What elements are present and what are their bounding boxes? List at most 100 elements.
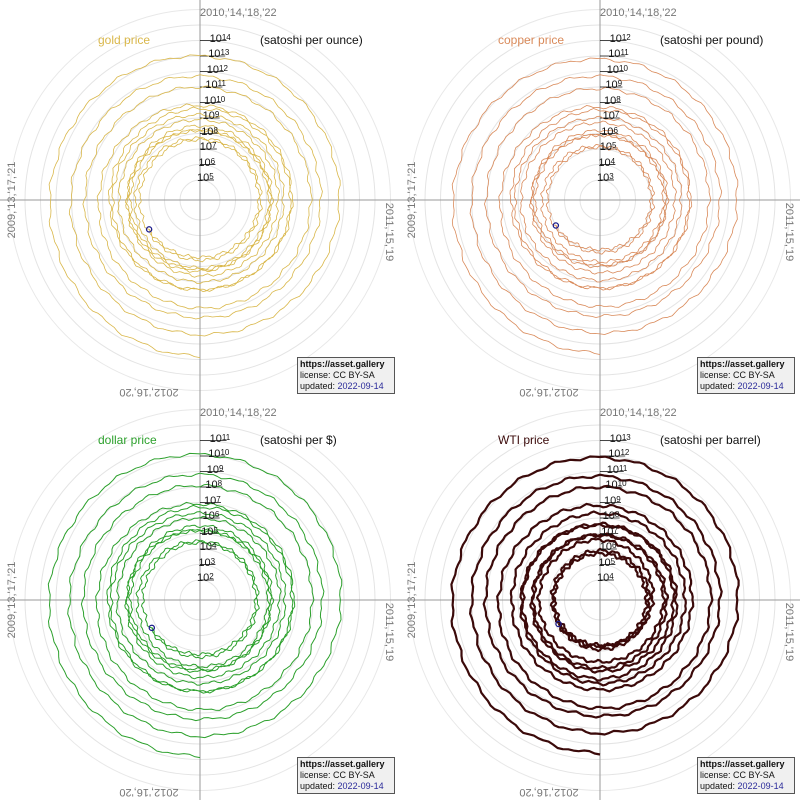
axis-label-right: 2011,'15,'19: [383, 602, 395, 662]
series-line: [450, 455, 740, 756]
ring-tick-label: 108: [205, 479, 223, 491]
ring-tick-label: 1010: [605, 479, 627, 491]
unit-label: (satoshi per $): [260, 433, 337, 447]
chart-panel-copper: 103 104 105 106 107 108 109 1010 1011 1012 copper …: [400, 0, 800, 400]
ring-tick-label: 1011: [608, 48, 629, 60]
ring-tick-label: 107: [204, 494, 221, 507]
chart-title: gold price: [98, 33, 151, 47]
polar-plot: [0, 0, 400, 400]
chart-title: copper price: [498, 33, 565, 47]
ring-tick-label: 105: [599, 141, 617, 153]
updated-text: updated: 2022-09-14: [300, 381, 384, 391]
unit-label: (satoshi per pound): [660, 33, 764, 47]
current-value-marker: [145, 226, 153, 233]
ring-tick-label: 109: [604, 494, 621, 507]
axis-label-top: 2010,'14,'18,'22: [200, 7, 277, 19]
axis-label-left: 2009,'13,'17,'21: [6, 561, 18, 639]
license-text: license: CC BY-SA: [700, 770, 775, 780]
ring-tick-label: 105: [201, 525, 218, 538]
ring-tick-label: 1012: [609, 32, 631, 45]
license-text: license: CC BY-SA: [300, 770, 375, 780]
license-box: https://asset.gallery license: CC BY-SA up…: [697, 357, 795, 394]
series-line: [47, 452, 343, 759]
ring-tick-label: 1012: [608, 448, 630, 460]
updated-date: 2022-09-14: [337, 781, 384, 791]
ring-tick-label: 1013: [208, 48, 230, 60]
current-value-marker: [552, 222, 560, 229]
ring-tick-label: 107: [601, 525, 618, 538]
ring-tick-label: 109: [206, 463, 224, 476]
updated-date: 2022-09-14: [737, 781, 784, 791]
updated-text: updated: 2022-09-14: [700, 781, 784, 791]
current-value-marker: [148, 624, 156, 632]
ring-tick-label: 103: [198, 556, 216, 569]
unit-label: (satoshi per ounce): [260, 33, 363, 47]
chart-title: WTI price: [498, 433, 550, 447]
axis-label-right: 2011,'15,'19: [383, 202, 395, 262]
axis-label-top: 2010,'14,'18,'22: [600, 407, 677, 419]
axis-label-bottom: 2012,'16,'20: [519, 786, 579, 798]
ring-tick-label: 106: [198, 156, 216, 169]
ring-tick-label: 103: [597, 172, 614, 184]
ring-tick-label: 108: [602, 510, 620, 522]
site-link[interactable]: https://asset.gallery: [700, 359, 785, 369]
axis-label-top: 2010,'14,'18,'22: [200, 407, 277, 419]
ring-tick-label: 109: [202, 110, 220, 122]
polar-plot: [400, 0, 800, 400]
site-link[interactable]: https://asset.gallery: [300, 759, 385, 769]
ring-tick-label: 107: [199, 141, 217, 153]
ring-tick-label: 1013: [609, 432, 631, 445]
ring-tick-label: 108: [604, 94, 621, 107]
ring-tick-label: 107: [602, 110, 620, 122]
ring-tick-label: 104: [597, 572, 614, 584]
series-line: [48, 54, 341, 358]
updated-date: 2022-09-14: [737, 381, 784, 391]
ring-tick-label: 105: [598, 556, 616, 569]
updated-date: 2022-09-14: [337, 381, 384, 391]
license-text: license: CC BY-SA: [300, 370, 375, 380]
axis-label-left: 2009,'13,'17,'21: [6, 161, 18, 239]
updated-text: updated: 2022-09-14: [300, 781, 384, 791]
ring-tick-label: 1010: [204, 94, 226, 107]
license-box: https://asset.gallery license: CC BY-SA up…: [297, 757, 395, 794]
polar-plot: [0, 400, 400, 800]
current-value-marker: [555, 620, 562, 628]
chart-panel-wti: 104 105 106 107 108 109 1010 1011 1012 1013 WTI pr…: [400, 400, 800, 800]
license-text: license: CC BY-SA: [700, 370, 775, 380]
ring-tick-label: 108: [201, 125, 218, 138]
license-box: https://asset.gallery license: CC BY-SA up…: [297, 357, 395, 394]
series-line: [451, 57, 739, 355]
axis-label-bottom: 2012,'16,'20: [519, 386, 579, 398]
axis-label-top: 2010,'14,'18,'22: [600, 7, 677, 19]
polar-plot: [400, 400, 800, 800]
axis-label-bottom: 2012,'16,'20: [119, 786, 179, 798]
chart-title: dollar price: [98, 433, 157, 447]
ring-tick-label: 1011: [205, 79, 226, 91]
ring-tick-label: 106: [601, 125, 618, 138]
updated-text: updated: 2022-09-14: [700, 381, 784, 391]
axis-label-left: 2009,'13,'17,'21: [406, 561, 418, 639]
ring-tick-label: 1011: [606, 463, 628, 476]
axis-label-right: 2011,'15,'19: [783, 602, 795, 662]
axis-label-bottom: 2012,'16,'20: [119, 386, 179, 398]
ring-tick-label: 105: [197, 172, 214, 184]
ring-tick-label: 102: [197, 572, 214, 584]
ring-tick-label: 1010: [606, 63, 628, 76]
ring-tick-label: 1012: [206, 63, 228, 76]
axis-label-right: 2011,'15,'19: [783, 202, 795, 262]
ring-tick-label: 106: [599, 541, 617, 553]
ring-tick-label: 104: [598, 156, 616, 169]
site-link[interactable]: https://asset.gallery: [700, 759, 785, 769]
ring-tick-label: 1014: [209, 32, 231, 45]
license-box: https://asset.gallery license: CC BY-SA up…: [697, 757, 795, 794]
unit-label: (satoshi per barrel): [660, 433, 761, 447]
chart-panel-gold: 105 106 107 108 109 1010 1011 1012 1013 1014 gold …: [0, 0, 400, 400]
axis-label-left: 2009,'13,'17,'21: [406, 161, 418, 239]
site-link[interactable]: https://asset.gallery: [300, 359, 385, 369]
ring-tick-label: 109: [605, 79, 623, 91]
chart-panel-dollar: 102 103 104 105 106 107 108 109 1010 1011 dollar p…: [0, 400, 400, 800]
ring-tick-label: 1010: [208, 448, 230, 460]
ring-tick-label: 104: [199, 541, 217, 553]
ring-tick-label: 1011: [209, 432, 231, 445]
ring-tick-label: 106: [202, 510, 220, 522]
